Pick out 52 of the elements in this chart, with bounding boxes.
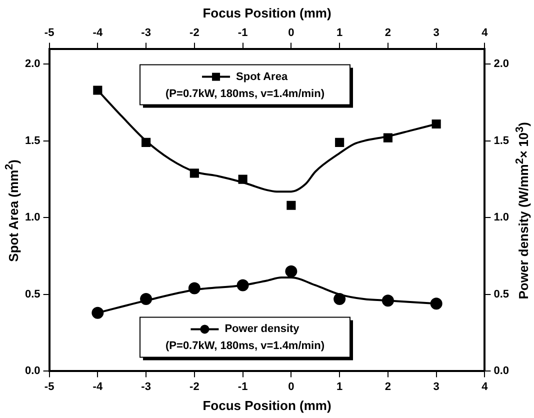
x2-tick-label: 3 xyxy=(433,380,440,393)
point xyxy=(382,294,394,307)
x-tick-label: 3 xyxy=(433,27,440,40)
point xyxy=(190,168,199,178)
x2-tick-label: 1 xyxy=(336,380,343,393)
x-tick-label: -3 xyxy=(141,27,151,40)
x2-tick-label: -4 xyxy=(92,380,104,393)
point xyxy=(430,298,442,310)
y2-tick-label: 0.0 xyxy=(494,365,510,378)
x2-tick-label: -3 xyxy=(141,380,151,393)
legend-label: Power density xyxy=(224,323,300,336)
point xyxy=(236,279,249,292)
point xyxy=(188,282,200,294)
y-tick-label: 1.5 xyxy=(24,134,40,147)
x2-tick-label: 4 xyxy=(482,380,489,393)
x-tick-label: 4 xyxy=(482,27,489,40)
y-tick-label: 0.5 xyxy=(24,288,40,300)
legend-label: Spot Area xyxy=(236,70,288,83)
y2-tick-label: 1.0 xyxy=(494,212,510,224)
x-axis-title: Focus Position (mm) xyxy=(202,398,332,413)
y-tick-label: 2.0 xyxy=(24,58,40,70)
point xyxy=(285,265,298,278)
point xyxy=(93,86,102,95)
y2-tick-label: 2.0 xyxy=(494,58,510,70)
x2-tick-label: -5 xyxy=(44,380,54,393)
point xyxy=(238,174,248,184)
y-tick-label: 0.0 xyxy=(24,365,40,378)
x-tick-label: 2 xyxy=(384,27,392,40)
point xyxy=(432,119,441,129)
x-tick-label: -4 xyxy=(92,27,104,40)
point xyxy=(92,306,104,319)
x-tick-label: -1 xyxy=(238,27,248,40)
point xyxy=(334,293,346,306)
x-tick-label: -5 xyxy=(44,27,54,40)
x-tick-label: 1 xyxy=(336,27,343,40)
x-tick-label: -2 xyxy=(190,27,200,40)
annotation: (P=0.7kW, 180ms, v=1.4m/min) xyxy=(166,88,325,100)
y2-tick-label: 1.5 xyxy=(494,134,510,147)
x2-axis-title: Focus Position (mm) xyxy=(202,5,332,20)
x2-tick-label: 0 xyxy=(288,380,294,393)
y-tick-label: 1.0 xyxy=(24,212,40,224)
x2-tick-label: 2 xyxy=(384,380,392,393)
point xyxy=(383,133,392,142)
annotation: (P=0.7kW, 180ms, v=1.4m/min) xyxy=(166,340,325,352)
x2-tick-label: -2 xyxy=(190,380,200,393)
point xyxy=(142,138,151,147)
point xyxy=(286,200,296,210)
x-tick-label: 0 xyxy=(288,27,294,40)
y2-tick-label: 0.5 xyxy=(494,288,510,300)
x2-tick-label: -1 xyxy=(238,380,248,393)
point xyxy=(335,138,344,147)
point xyxy=(140,293,152,306)
